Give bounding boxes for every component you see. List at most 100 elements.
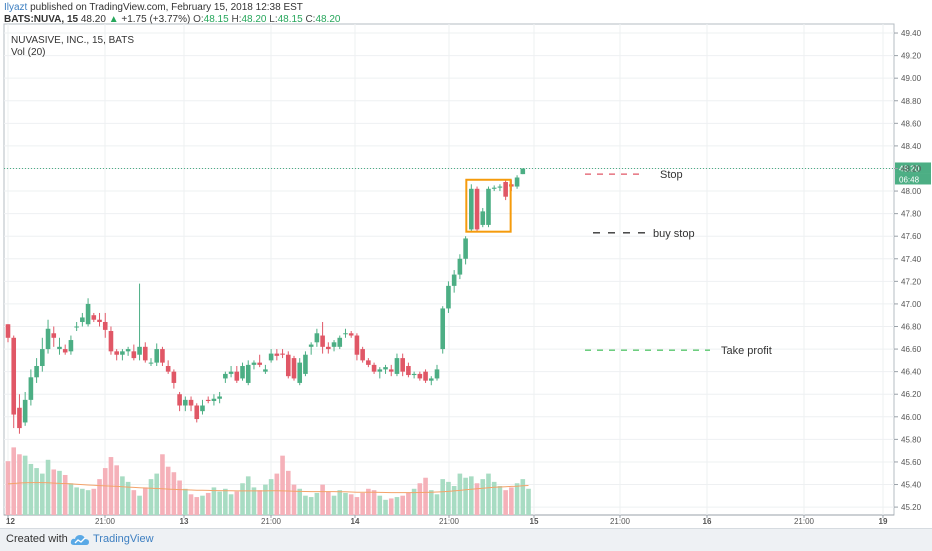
volume-bar (45, 459, 51, 515)
volume-bar (120, 476, 125, 515)
volume-bar (366, 488, 371, 515)
candle-body (474, 188, 480, 230)
candle-body (285, 354, 291, 377)
volume-bars (5, 447, 531, 515)
candle-body (268, 353, 274, 361)
x-tick-label: 21:00 (794, 517, 815, 526)
volume-bar (251, 487, 257, 515)
x-tick-label: 19 (879, 517, 888, 526)
candle-body (257, 362, 262, 365)
up-arrow-icon: ▲ (108, 14, 119, 25)
volume-bar (28, 463, 34, 515)
volume-bar (74, 487, 79, 515)
volume-bar (125, 481, 131, 515)
y-tick-label: 47.20 (901, 277, 922, 286)
candle-body (440, 308, 446, 350)
y-tick-label: 45.60 (901, 458, 922, 467)
candle-body (245, 364, 251, 383)
candle-body (120, 351, 125, 355)
created-with-label: Created with (6, 533, 68, 545)
price-axis[interactable]: 49.40 49.20 49.00 48.80 48.60 48.40 48.20 48.00… (894, 29, 922, 512)
candle-body (57, 346, 62, 350)
candle-body (343, 333, 348, 335)
volume-bar (171, 472, 177, 515)
time-axis[interactable]: 12 21:00 13 21:00 14 21:00 15 21:00 16 21:00 19 (6, 515, 888, 526)
candle-body (371, 364, 377, 372)
candle-body (40, 349, 45, 367)
last-price-tag-label: 48.20 (899, 164, 920, 173)
volume-bar (337, 490, 343, 515)
volume-bar (486, 473, 491, 515)
candle-body (11, 337, 17, 415)
symbol-label[interactable]: BATS:NUVA, 15 (4, 14, 79, 25)
chart-title: NUVASIVE, INC., 15, BATS (11, 35, 134, 46)
volume-bar (297, 488, 303, 515)
candle-body (366, 360, 371, 365)
tradingview-brand[interactable]: TradingView (93, 533, 154, 545)
candle-body (142, 346, 148, 361)
volume-bar (469, 476, 474, 515)
candle-body (131, 351, 137, 359)
volume-bar (148, 479, 154, 515)
candle-body (74, 326, 79, 328)
high-value: 48.20 (241, 14, 267, 25)
volume-bar (165, 466, 171, 515)
low-value: 48.15 (277, 14, 303, 25)
volume-bar (51, 469, 57, 515)
y-tick-label: 46.40 (901, 368, 922, 377)
volume-bar (480, 479, 486, 515)
volume-bar (217, 491, 222, 515)
volume-bar (62, 474, 68, 515)
volume-bar (131, 490, 137, 515)
volume-bar (68, 483, 74, 515)
candle-body (97, 319, 102, 322)
candle-body (514, 177, 520, 187)
setup-box (465, 178, 512, 233)
open-value: 48.15 (203, 14, 229, 25)
volume-bar (320, 484, 325, 515)
volume-bar (177, 480, 182, 515)
volume-bar (331, 495, 337, 515)
volume-bar (291, 484, 297, 515)
candle-body (520, 168, 526, 175)
y-tick-label: 46.60 (901, 345, 922, 354)
volume-bar (348, 494, 354, 515)
volume-bar (274, 473, 280, 515)
volume-bar (406, 492, 411, 515)
volume-bar (400, 495, 405, 515)
volume-bar (497, 486, 503, 515)
candle-body (5, 324, 11, 338)
author-link[interactable]: Ilyazt (4, 2, 28, 13)
y-tick-label: 48.80 (901, 97, 922, 106)
y-tick-label: 49.00 (901, 74, 922, 83)
candle-body (17, 407, 22, 429)
candle-body (188, 399, 194, 406)
volume-bar (154, 473, 160, 515)
candle-body (314, 333, 320, 343)
candle-body (360, 349, 365, 361)
annotations: 48.20 06:48 Stop buy stop Take profit (4, 162, 931, 357)
volume-bar (211, 487, 217, 515)
volume-bar (194, 497, 200, 515)
candle-body (377, 369, 383, 372)
candle-body (326, 346, 331, 350)
candle-body (217, 396, 222, 399)
candle-body (205, 399, 211, 401)
candle-body (469, 188, 474, 230)
candle-body (354, 335, 360, 355)
candle-body (171, 371, 177, 383)
volume-bar (240, 483, 245, 515)
volume-bar (183, 488, 188, 515)
y-tick-label: 48.00 (901, 187, 922, 196)
volume-bar (509, 487, 514, 515)
candle-body (406, 366, 411, 376)
level-label: buy stop (653, 228, 695, 240)
volume-bar (234, 491, 240, 515)
y-tick-label: 46.20 (901, 390, 922, 399)
close-value: 48.20 (315, 14, 341, 25)
countdown-tag-label: 06:48 (899, 175, 920, 184)
candle-body (68, 340, 74, 352)
candle-body (428, 378, 434, 381)
volume-bar (520, 479, 526, 515)
